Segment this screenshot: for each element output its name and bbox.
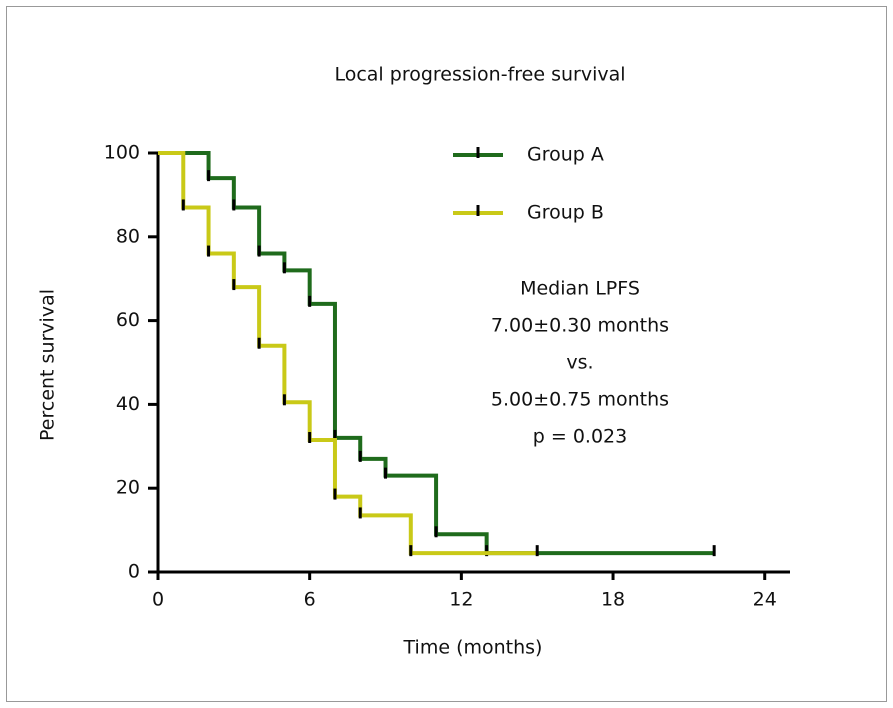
y-tick-label: 20 xyxy=(116,477,140,499)
frame xyxy=(6,6,887,702)
annotation: Median LPFS xyxy=(520,278,640,300)
annotation: p = 0.023 xyxy=(533,426,627,448)
y-axis-label: Percent survival xyxy=(37,289,59,441)
y-tick-label: 40 xyxy=(116,393,140,415)
x-axis-label: Time (months) xyxy=(403,637,543,659)
x-tick-label: 18 xyxy=(601,589,625,611)
x-tick-label: 6 xyxy=(304,589,316,611)
y-tick-label: 80 xyxy=(116,225,140,247)
annotation: 5.00±0.75 months xyxy=(491,389,669,411)
chart-title: Local progression-free survival xyxy=(334,64,625,86)
annotation: vs. xyxy=(566,352,593,374)
x-tick-label: 0 xyxy=(152,589,164,611)
legend-label: Group B xyxy=(527,202,604,224)
annotation: 7.00±0.30 months xyxy=(491,315,669,337)
y-tick-label: 60 xyxy=(116,309,140,331)
y-tick-label: 100 xyxy=(104,142,140,164)
legend-label: Group A xyxy=(527,144,604,166)
x-tick-label: 24 xyxy=(753,589,777,611)
x-tick-label: 12 xyxy=(449,589,473,611)
y-tick-label: 0 xyxy=(128,561,140,583)
survival-curve xyxy=(158,151,715,556)
